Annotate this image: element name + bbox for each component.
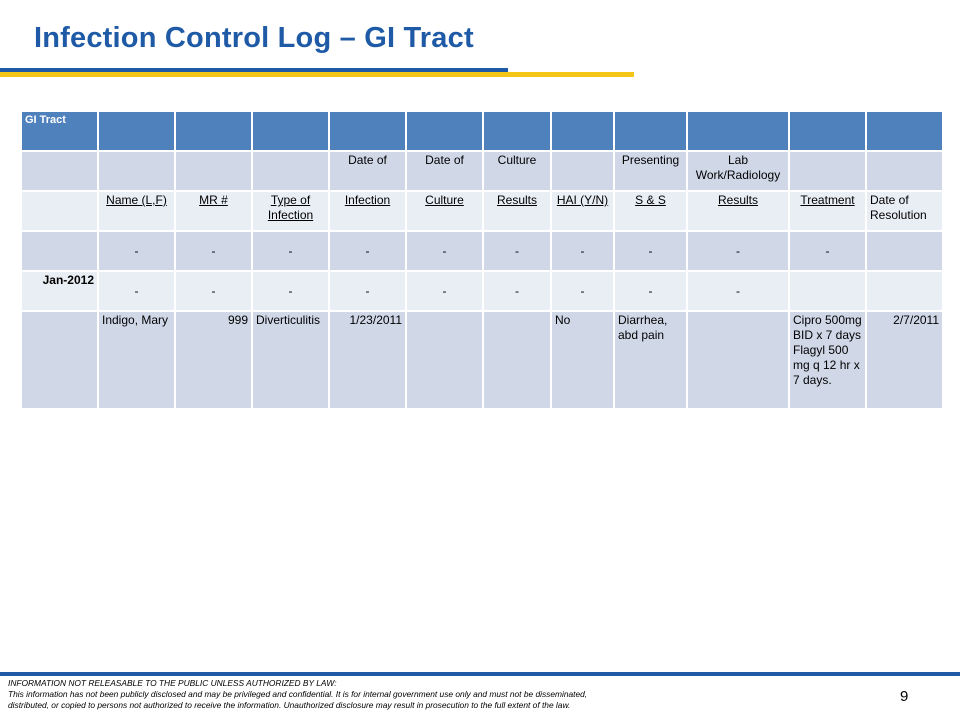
column-header-type: Type of Infection — [251, 190, 330, 232]
footer-divider — [0, 672, 960, 676]
table-cell: - — [482, 230, 552, 272]
table-cell: - — [174, 270, 253, 312]
slide-title: Infection Control Log – GI Tract — [34, 22, 474, 54]
lab-results — [686, 310, 790, 410]
column-header-hai: HAI (Y/N) — [550, 190, 615, 232]
mr-number: 999 — [174, 310, 253, 410]
table-cell: - — [686, 230, 790, 272]
infection-log-table: GI Tract Date of Date of Culture Present… — [20, 110, 944, 410]
patient-name: Indigo, Mary — [97, 310, 176, 410]
month-label: Jan-2012 — [20, 270, 99, 312]
table-cell — [97, 150, 176, 192]
column-header-infection-date: Infection — [328, 190, 407, 232]
infection-type: Diverticulitis — [251, 310, 330, 410]
treatment: Cipro 500mg BID x 7 days Flagyl 500 mg q… — [788, 310, 867, 410]
table-cell: - — [174, 230, 253, 272]
table-cell — [174, 150, 253, 192]
table-cell — [550, 150, 615, 192]
table-cell: - — [613, 270, 688, 312]
page-number: 9 — [900, 688, 909, 705]
column-header-treatment: Treatment — [788, 190, 867, 232]
column-header-mr: MR # — [174, 190, 253, 232]
column-header-lab-results: Results — [686, 190, 790, 232]
table-cell: - — [405, 230, 484, 272]
table-cell: Date of — [405, 150, 484, 192]
presenting-symptoms: Diarrhea, abd pain — [613, 310, 688, 410]
column-header-symptoms: S & S — [613, 190, 688, 232]
column-header-name: Name (L,F) — [97, 190, 176, 232]
culture-date — [405, 310, 484, 410]
table-row: Jan-2012 - - - - - - - - - — [20, 270, 944, 312]
table-cell — [20, 310, 99, 410]
table-cell: - — [328, 230, 407, 272]
table-cell: - — [97, 270, 176, 312]
table-cell: - — [550, 230, 615, 272]
table-cell — [20, 190, 99, 232]
table-cell — [788, 270, 867, 312]
title-underline-yellow — [0, 72, 634, 77]
confidentiality-notice: INFORMATION NOT RELEASABLE TO THE PUBLIC… — [8, 678, 868, 711]
table-row: Date of Date of Culture Presenting Lab W… — [20, 150, 944, 192]
table-row: - - - - - - - - - - — [20, 230, 944, 272]
table-cell: Presenting — [613, 150, 688, 192]
table-cell: - — [328, 270, 407, 312]
table-cell: - — [550, 270, 615, 312]
notice-line: INFORMATION NOT RELEASABLE TO THE PUBLIC… — [8, 678, 337, 688]
table-cell: Date of — [328, 150, 407, 192]
column-header-culture-date: Culture — [405, 190, 484, 232]
table-cell — [865, 270, 944, 312]
table-cell: - — [251, 270, 330, 312]
table-cell — [865, 150, 944, 192]
title-underline-blue — [0, 68, 508, 72]
table-row: Indigo, Mary 999 Diverticulitis 1/23/201… — [20, 310, 944, 410]
hai-value: No — [550, 310, 615, 410]
infection-date: 1/23/2011 — [328, 310, 407, 410]
notice-line: distributed, or copied to persons not au… — [8, 700, 571, 710]
table-header-row: GI Tract — [20, 110, 944, 152]
table-cell — [865, 230, 944, 272]
column-header-resolution-date: Date of Resolution — [865, 190, 944, 232]
table-cell — [788, 150, 867, 192]
table-header-label: GI Tract — [20, 110, 99, 152]
table-cell: - — [482, 270, 552, 312]
notice-line: This information has not been publicly d… — [8, 689, 588, 699]
culture-results — [482, 310, 552, 410]
table-cell: - — [405, 270, 484, 312]
table-cell — [20, 230, 99, 272]
table-cell — [20, 150, 99, 192]
table-cell: - — [613, 230, 688, 272]
table-column-header-row: Name (L,F) MR # Type of Infection Infect… — [20, 190, 944, 232]
table-cell — [251, 150, 330, 192]
table-cell: - — [788, 230, 867, 272]
table-cell: Lab Work/Radiology — [686, 150, 790, 192]
column-header-culture-results: Results — [482, 190, 552, 232]
table-cell: - — [97, 230, 176, 272]
table-cell: - — [686, 270, 790, 312]
resolution-date: 2/7/2011 — [865, 310, 944, 410]
table-cell: - — [251, 230, 330, 272]
table-cell: Culture — [482, 150, 552, 192]
